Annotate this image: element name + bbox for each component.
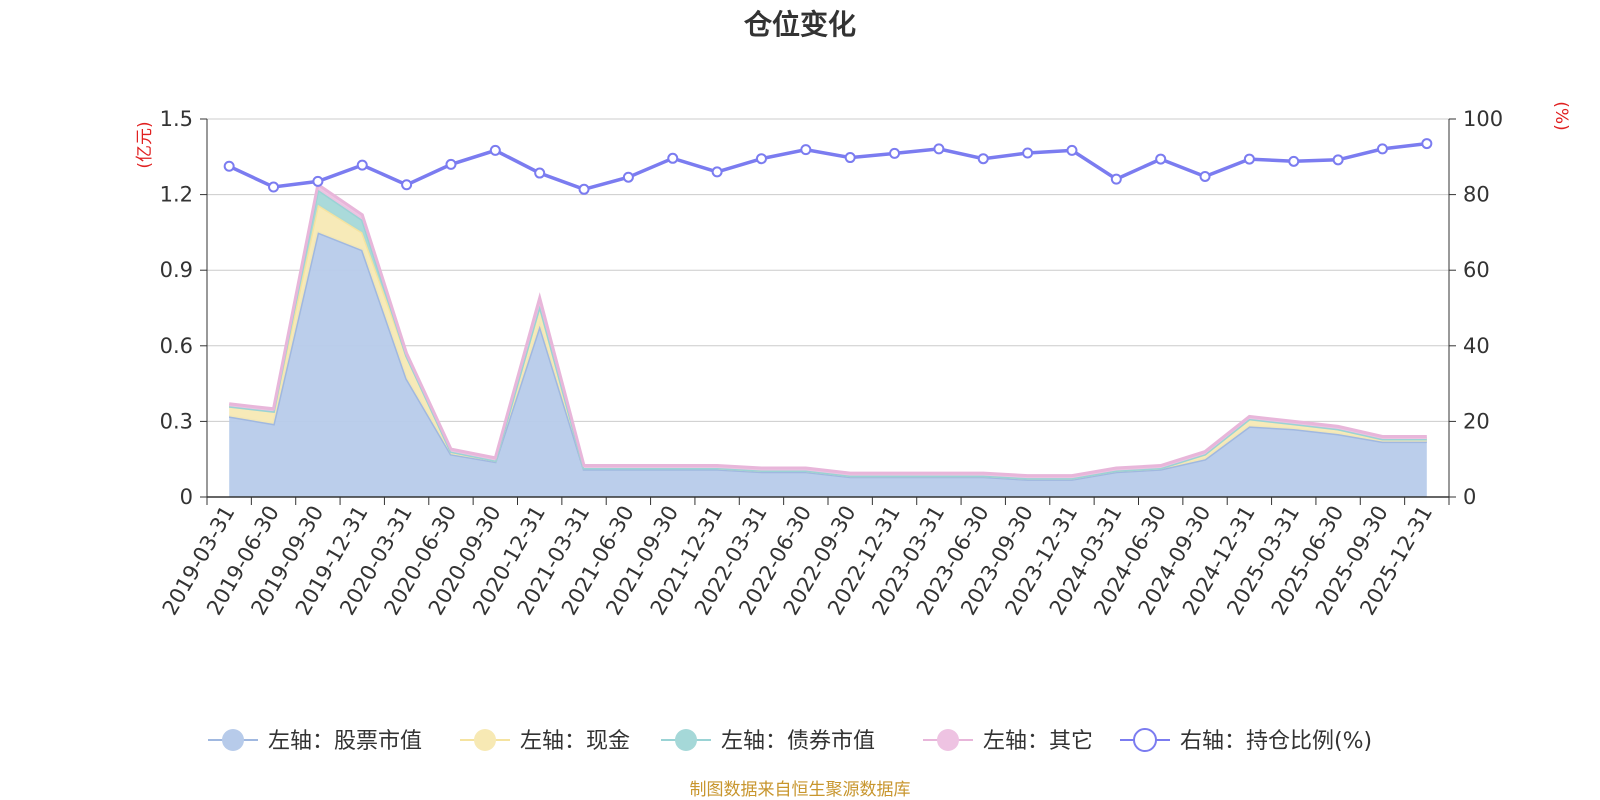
ratio-point: [800, 144, 812, 156]
left-tick-label: 0.9: [160, 258, 193, 282]
legend-marker: [222, 729, 244, 751]
ratio-point: [711, 166, 723, 178]
ratio-point: [1199, 170, 1211, 182]
legend-marker: [1133, 728, 1157, 752]
left-tick-label: 0.6: [160, 334, 193, 358]
ratio-point: [1066, 144, 1078, 156]
ratio-point: [933, 143, 945, 155]
legend-marker: [474, 729, 496, 751]
legend: 左轴：股票市值 左轴：现金 左轴：债券市值 左轴：其它 右轴：持仓比例(%): [208, 728, 1372, 754]
ratio-point: [1332, 154, 1344, 166]
left-tick-label: 1.2: [160, 183, 193, 207]
ratio-point: [1288, 155, 1300, 167]
ratio-point: [1421, 138, 1433, 150]
ratio-point: [1110, 173, 1122, 185]
legend-marker: [937, 729, 959, 751]
legend-marker: [675, 729, 697, 751]
left-axis-unit: (亿元): [135, 121, 155, 168]
ratio-line-layer: [223, 138, 1433, 195]
ratio-point: [356, 159, 368, 171]
ratio-point: [844, 152, 856, 164]
ratio-point: [667, 152, 679, 164]
ratio-point: [977, 153, 989, 165]
ratio-point: [578, 183, 590, 195]
data-source-note: 制图数据来自恒生聚源数据库: [690, 780, 911, 800]
legend-label: 左轴：现金: [520, 729, 630, 754]
legend-label: 右轴：持仓比例(%): [1180, 729, 1372, 754]
left-tick-label: 0: [180, 485, 193, 509]
area-左轴：债券市值: [229, 189, 1427, 479]
ratio-point: [534, 167, 546, 179]
ratio-point: [401, 179, 413, 191]
left-tick-label: 1.5: [160, 107, 193, 131]
right-tick-label: 20: [1463, 409, 1490, 433]
ratio-point: [312, 175, 324, 187]
right-tick-label: 60: [1463, 258, 1490, 282]
ratio-point: [622, 171, 634, 183]
area-edge-左轴：其它: [229, 181, 1427, 478]
ratio-point: [223, 160, 235, 172]
ratio-point: [755, 153, 767, 165]
right-tick-label: 100: [1463, 107, 1503, 131]
right-tick-label: 0: [1463, 485, 1476, 509]
ratio-point: [445, 158, 457, 170]
ratio-point: [1155, 153, 1167, 165]
stacked-areas: [228, 181, 1427, 497]
ratio-point: [489, 144, 501, 156]
right-axis-unit: (%): [1551, 101, 1571, 130]
area-左轴：股票市值: [229, 232, 1427, 497]
right-tick-label: 80: [1463, 183, 1490, 207]
left-tick-label: 0.3: [160, 409, 193, 433]
right-tick-label: 40: [1463, 334, 1490, 358]
ratio-point: [889, 147, 901, 159]
chart-title: 仓位变化: [744, 8, 856, 41]
ratio-point: [1243, 153, 1255, 165]
ratio-point: [1376, 143, 1388, 155]
area-左轴：现金: [229, 204, 1427, 480]
ratio-line: [228, 141, 1428, 192]
legend-label: 左轴：债券市值: [721, 729, 875, 754]
ratio-point: [1022, 147, 1034, 159]
ratio-point: [268, 181, 280, 193]
legend-label: 左轴：其它: [983, 729, 1093, 754]
legend-label: 左轴：股票市值: [268, 729, 422, 754]
